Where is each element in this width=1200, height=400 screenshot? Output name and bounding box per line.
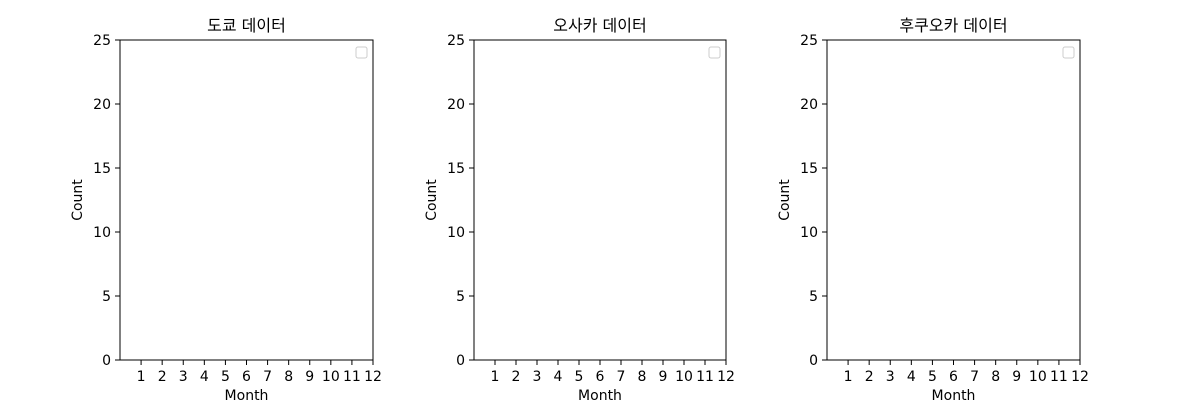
x-tick-label: 1 [137,369,146,385]
y-tick-label: 0 [456,353,465,369]
x-tick-label: 12 [364,369,382,385]
x-tick-label: 12 [717,369,735,385]
y-tick-label: 20 [447,97,465,113]
x-tick-label: 1 [491,369,500,385]
x-tick-label: 10 [675,369,693,385]
x-tick-label: 8 [638,369,647,385]
y-tick-label: 0 [809,353,818,369]
y-tick-label: 20 [800,97,818,113]
x-tick-label: 7 [263,369,272,385]
x-tick-label: 11 [343,369,361,385]
x-tick-label: 7 [970,369,979,385]
plot-area [473,39,727,361]
x-tick-label: 6 [242,369,251,385]
y-tick-label: 5 [102,289,111,305]
y-tick-label: 10 [447,225,465,241]
y-tick-label: 15 [447,161,465,177]
x-tick-label: 2 [865,369,874,385]
x-tick-label: 5 [575,369,584,385]
x-tick-label: 12 [1071,369,1089,385]
chart-title: 후쿠오카 데이터 [899,16,1007,35]
x-tick-label: 4 [907,369,916,385]
x-tick-label: 9 [659,369,668,385]
x-tick-label: 3 [179,369,188,385]
chart-title: 도쿄 데이터 [207,16,286,35]
x-tick-label: 7 [617,369,626,385]
x-axis-label: Month [225,388,269,400]
x-axis-label: Month [932,388,976,400]
x-tick-label: 2 [158,369,167,385]
y-axis-label: Count [70,179,86,221]
x-tick-label: 2 [512,369,521,385]
plot-area [826,39,1081,361]
x-tick-label: 10 [322,369,340,385]
x-tick-label: 9 [305,369,314,385]
plot-area [119,39,374,361]
legend-box [355,46,368,59]
x-tick-label: 5 [928,369,937,385]
x-tick-label: 1 [844,369,853,385]
x-tick-label: 4 [554,369,563,385]
x-tick-label: 9 [1012,369,1021,385]
y-tick-label: 5 [809,289,818,305]
x-tick-label: 6 [596,369,605,385]
y-tick-label: 25 [93,33,111,49]
x-tick-label: 6 [949,369,958,385]
x-tick-label: 10 [1029,369,1047,385]
y-tick-label: 0 [102,353,111,369]
y-tick-label: 20 [93,97,111,113]
y-tick-label: 15 [800,161,818,177]
y-axis-label: Count [777,179,793,221]
x-tick-label: 11 [696,369,714,385]
x-tick-label: 8 [991,369,1000,385]
x-tick-label: 3 [533,369,542,385]
chart-title: 오사카 데이터 [553,16,646,35]
y-tick-label: 25 [800,33,818,49]
y-tick-label: 10 [93,225,111,241]
y-tick-label: 10 [800,225,818,241]
y-axis-label: Count [424,179,440,221]
x-tick-label: 3 [886,369,895,385]
legend-box [1062,46,1075,59]
x-tick-label: 11 [1050,369,1068,385]
x-tick-label: 4 [200,369,209,385]
y-tick-label: 5 [456,289,465,305]
y-tick-label: 25 [447,33,465,49]
x-tick-label: 8 [284,369,293,385]
y-tick-label: 15 [93,161,111,177]
legend-box [708,46,721,59]
x-axis-label: Month [578,388,622,400]
x-tick-label: 5 [221,369,230,385]
